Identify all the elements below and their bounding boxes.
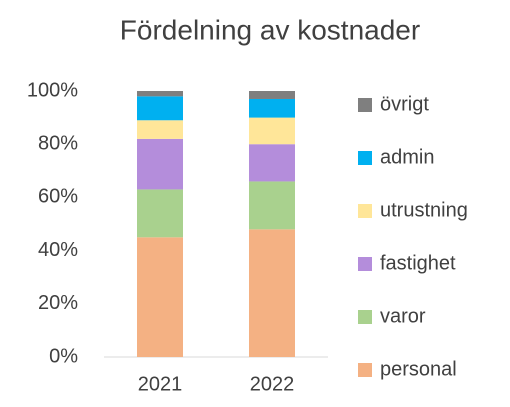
x-tick-label: 2021 xyxy=(138,373,183,395)
y-tick-label: 60% xyxy=(38,186,78,208)
legend-label: admin xyxy=(380,146,434,168)
bar-segment xyxy=(249,98,295,118)
chart-title: Fördelning av kostnader xyxy=(120,14,420,45)
y-tick-label: 20% xyxy=(38,292,78,314)
legend-swatch xyxy=(358,204,372,218)
legend-swatch xyxy=(358,98,372,112)
legend-swatch xyxy=(358,257,372,271)
x-tick-label: 2022 xyxy=(250,373,295,395)
legend-label: varor xyxy=(380,305,426,327)
bar-segment xyxy=(137,189,183,238)
bar-segment xyxy=(249,229,295,357)
legend-label: övrigt xyxy=(380,93,429,115)
bar-segment xyxy=(137,138,183,190)
legend-swatch xyxy=(358,363,372,377)
legend-label: personal xyxy=(380,358,457,380)
y-tick-label: 100% xyxy=(27,79,78,101)
legend-label: utrustning xyxy=(380,199,468,221)
y-tick-label: 80% xyxy=(38,132,78,154)
y-tick-label: 40% xyxy=(38,239,78,261)
y-tick-label: 0% xyxy=(49,345,78,367)
legend-swatch xyxy=(358,310,372,324)
bar-segment xyxy=(137,91,183,97)
bar-segment xyxy=(249,144,295,182)
bar-segment xyxy=(137,237,183,357)
bar-segment xyxy=(137,96,183,121)
bar-segment xyxy=(249,117,295,145)
bar-segment xyxy=(137,120,183,139)
bar-segment xyxy=(249,181,295,230)
legend-swatch xyxy=(358,151,372,165)
bar-segment xyxy=(249,91,295,99)
legend-label: fastighet xyxy=(380,252,456,274)
